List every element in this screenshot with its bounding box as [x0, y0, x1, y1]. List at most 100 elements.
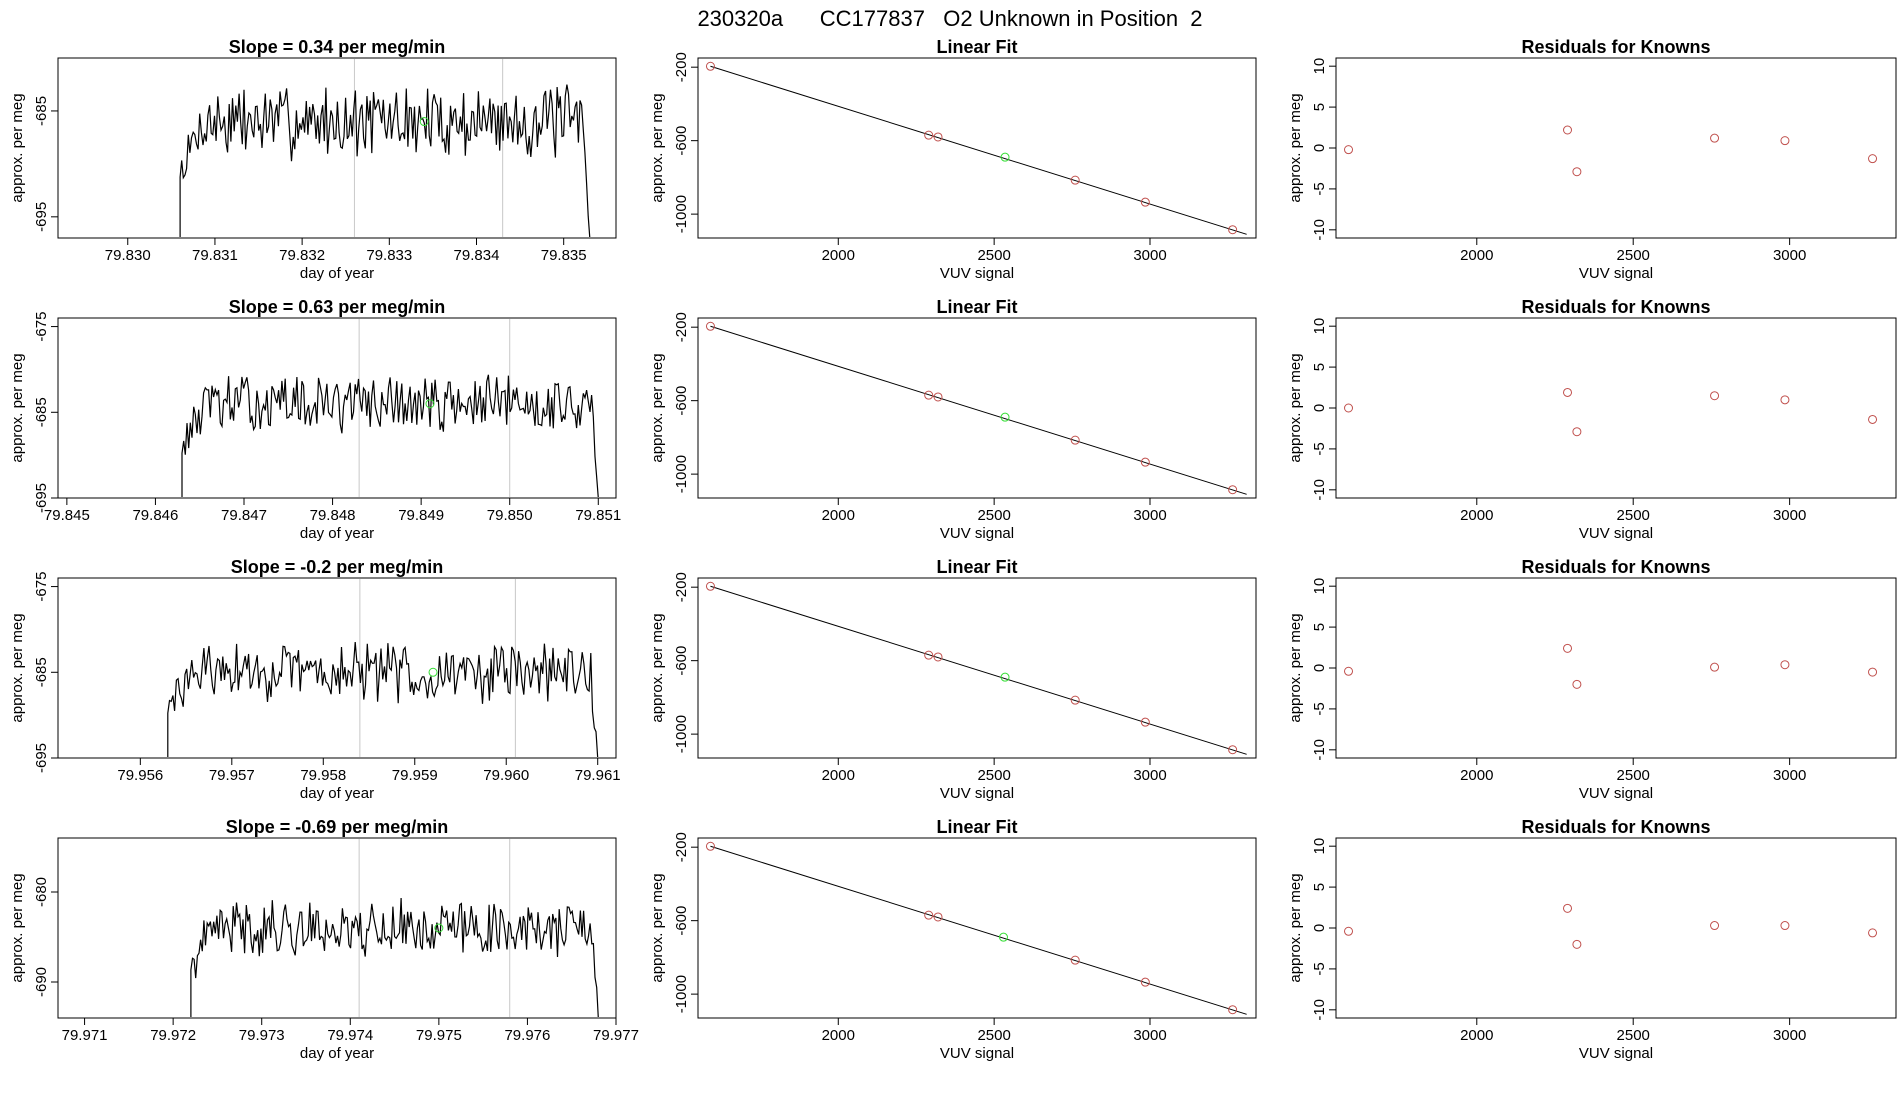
plot-frame — [1335, 577, 1897, 759]
residual-point — [1572, 167, 1582, 177]
y-tick-label: -10 — [1311, 999, 1328, 1021]
x-tick-label: 2000 — [1460, 507, 1493, 524]
figure-title: 230320a CC177837 O2 Unknown in Position … — [697, 6, 1202, 31]
plot-frame — [697, 317, 1257, 499]
y-tick-label: 5 — [1311, 363, 1328, 371]
x-tick-label: 79.834 — [454, 247, 500, 264]
x-tick-label: 2500 — [977, 247, 1010, 264]
x-axis-label: day of year — [300, 785, 374, 802]
y-tick-label: 5 — [1311, 623, 1328, 631]
known-point — [1140, 977, 1150, 987]
y-tick-label: -200 — [673, 572, 690, 602]
plot-frame — [57, 57, 617, 239]
x-tick-label: 2500 — [1617, 507, 1650, 524]
x-tick-label: 79.958 — [300, 767, 346, 784]
residuals-chart-4: Residuals for Knowns 2000 2500 3000 -10 -5 0 5 1… — [1287, 817, 1897, 1062]
y-tick-label: -675 — [33, 312, 50, 342]
known-point — [1140, 197, 1150, 207]
residuals-chart-3: Residuals for Knowns 2000 2500 3000 -10 -5 0 5 1… — [1287, 557, 1897, 802]
chart-title: Residuals for Knowns — [1521, 297, 1710, 317]
y-tick-label: -695 — [33, 743, 50, 773]
known-point — [933, 652, 943, 662]
linear-fit-chart-2: Linear Fit 2000 2500 3000 -200 -600 -1000 VUV s… — [649, 297, 1257, 542]
residual-point — [1572, 427, 1582, 437]
y-tick-label: -10 — [1311, 739, 1328, 761]
y-tick-label: -5 — [1311, 962, 1328, 975]
y-tick-label: -600 — [673, 646, 690, 676]
known-point — [933, 132, 943, 142]
x-tick-label: 79.961 — [575, 767, 621, 784]
plot-frame — [57, 837, 617, 1019]
x-tick-label: 3000 — [1133, 767, 1166, 784]
chart-title: Linear Fit — [936, 37, 1017, 57]
x-tick-label: 79.960 — [483, 767, 529, 784]
plot-area — [705, 841, 1247, 1015]
known-point — [924, 650, 934, 660]
signal-trace — [179, 84, 591, 237]
residual-point — [1344, 666, 1354, 676]
x-axis-label: VUV signal — [940, 525, 1014, 542]
y-tick-label: 10 — [1311, 838, 1328, 855]
y-tick-label: -200 — [673, 832, 690, 862]
signal-trace — [167, 642, 599, 757]
y-tick-label: -695 — [33, 483, 50, 513]
y-tick-label: -5 — [1311, 702, 1328, 715]
chart-title: Residuals for Knowns — [1521, 817, 1710, 837]
y-axis-label: approx. per meg — [649, 613, 666, 722]
residual-point — [1710, 921, 1720, 931]
unknown-point — [1000, 672, 1010, 682]
plot-area — [705, 321, 1247, 495]
y-axis-label: approx. per meg — [1287, 873, 1304, 982]
x-tick-label: 79.846 — [132, 507, 178, 524]
plot-area — [179, 59, 591, 237]
chart-title: Slope = 0.63 per meg/min — [229, 297, 446, 317]
residual-point — [1868, 154, 1878, 164]
plot-area — [167, 579, 599, 757]
residual-point — [1572, 679, 1582, 689]
y-axis-label: approx. per meg — [1287, 613, 1304, 722]
y-tick-label: -690 — [33, 967, 50, 997]
known-point — [933, 912, 943, 922]
x-tick-label: 2500 — [1617, 767, 1650, 784]
time-series-chart-4: Slope = -0.69 per meg/min 79.971 79.972 79.… — [9, 817, 639, 1062]
residual-point — [1868, 928, 1878, 938]
linear-fit-chart-1: Linear Fit 2000 2500 3000 -200 -600 -1000 VUV s… — [649, 37, 1257, 282]
known-point — [705, 321, 715, 331]
x-axis-label: VUV signal — [940, 1045, 1014, 1062]
time-series-chart-3: Slope = -0.2 per meg/min 79.956 79.957 79.9… — [9, 557, 621, 802]
known-point — [924, 910, 934, 920]
x-tick-label: 2000 — [1460, 1027, 1493, 1044]
x-tick-label: 79.971 — [62, 1027, 108, 1044]
unknown-point — [1000, 412, 1010, 422]
y-tick-label: -10 — [1311, 219, 1328, 241]
known-point — [1228, 225, 1238, 235]
y-tick-label: -600 — [673, 126, 690, 156]
y-tick-label: -675 — [33, 572, 50, 602]
residuals-chart-1: Residuals for Knowns 2000 2500 3000 -10 -5 0 5 1… — [1287, 37, 1897, 282]
plot-frame — [1335, 837, 1897, 1019]
plot-area — [705, 581, 1247, 755]
residual-point — [1780, 136, 1790, 146]
x-tick-label: 3000 — [1773, 507, 1806, 524]
x-tick-label: 2000 — [822, 507, 855, 524]
known-point — [705, 581, 715, 591]
residual-point — [1780, 395, 1790, 405]
residual-point — [1868, 667, 1878, 677]
x-tick-label: 2000 — [822, 1027, 855, 1044]
x-tick-label: 3000 — [1133, 247, 1166, 264]
y-axis-label: approx. per meg — [1287, 93, 1304, 202]
x-axis-label: VUV signal — [1579, 1045, 1653, 1062]
y-tick-label: 0 — [1311, 144, 1328, 152]
residual-point — [1563, 125, 1573, 135]
x-tick-label: 3000 — [1133, 1027, 1166, 1044]
fit-line — [710, 325, 1247, 495]
time-series-chart-2: Slope = 0.63 per meg/min 79.845 79.846 79.8… — [9, 297, 621, 542]
x-tick-label: 79.847 — [221, 507, 267, 524]
residual-point — [1710, 133, 1720, 143]
residual-point — [1868, 414, 1878, 424]
unknown-point — [419, 117, 429, 127]
y-tick-label: -600 — [673, 386, 690, 416]
x-tick-label: 2000 — [1460, 767, 1493, 784]
residual-point — [1710, 662, 1720, 672]
x-tick-label: 79.959 — [392, 767, 438, 784]
